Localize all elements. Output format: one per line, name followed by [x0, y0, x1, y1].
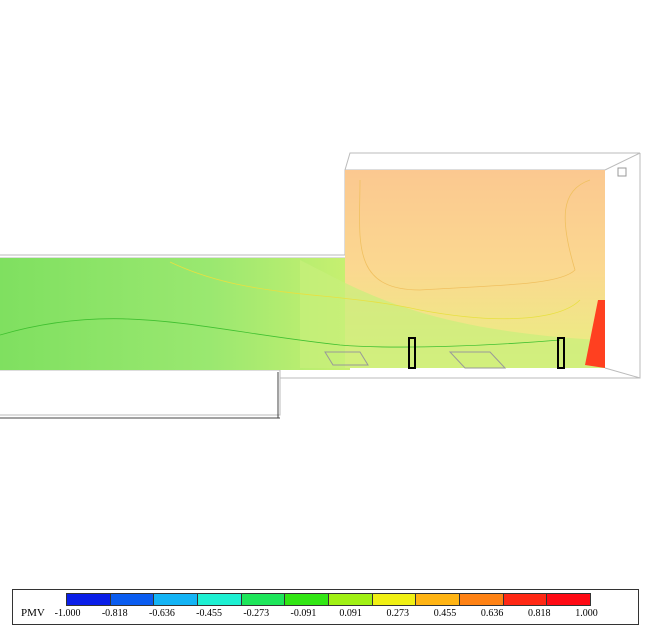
- tick-label: 0.273: [386, 608, 410, 619]
- color-swatch: [198, 594, 242, 605]
- hot-wall-zone: [585, 300, 605, 368]
- color-swatch: [241, 594, 286, 605]
- color-swatch: [547, 594, 591, 605]
- contour-line: [0, 318, 561, 348]
- color-swatch: [154, 594, 199, 605]
- color-swatch: [503, 594, 548, 605]
- corridor-field: [0, 258, 350, 370]
- tick-label: 0.091: [339, 608, 362, 619]
- color-swatch: [329, 594, 373, 605]
- tick-label: -0.091: [290, 608, 317, 619]
- color-swatch: [416, 594, 461, 605]
- tick-label: 1.000: [575, 608, 598, 619]
- tick-label: 0.636: [480, 608, 504, 619]
- contour-line: [169, 261, 581, 320]
- room-lower-field: [300, 260, 605, 368]
- color-swatch: [67, 594, 111, 605]
- tick-label: -0.455: [196, 608, 223, 619]
- color-swatch: [110, 594, 155, 605]
- tick-label: -0.636: [149, 608, 175, 619]
- color-bar: [66, 593, 591, 606]
- tick-label: -1.000: [54, 608, 81, 619]
- legend-ticks: -1.000 -0.818 -0.636 -0.455 -0.273 -0.091 0.09…: [44, 608, 610, 619]
- contour-line: [359, 179, 591, 291]
- pmv-contour-scene: [0, 152, 641, 419]
- tick-label: -0.818: [101, 608, 128, 619]
- color-swatch: [285, 594, 330, 605]
- color-swatch: [460, 594, 504, 605]
- tick-label: 0.455: [433, 608, 457, 619]
- room-objects: [324, 167, 627, 369]
- color-legend: PMV -1.000 -0.818 -0.636 -0.455 -0.273 -0.091…: [12, 589, 639, 625]
- legend-title: PMV: [21, 607, 45, 619]
- tick-label: 0.818: [528, 608, 551, 619]
- color-swatch: [372, 594, 417, 605]
- tick-label: -0.273: [243, 608, 270, 619]
